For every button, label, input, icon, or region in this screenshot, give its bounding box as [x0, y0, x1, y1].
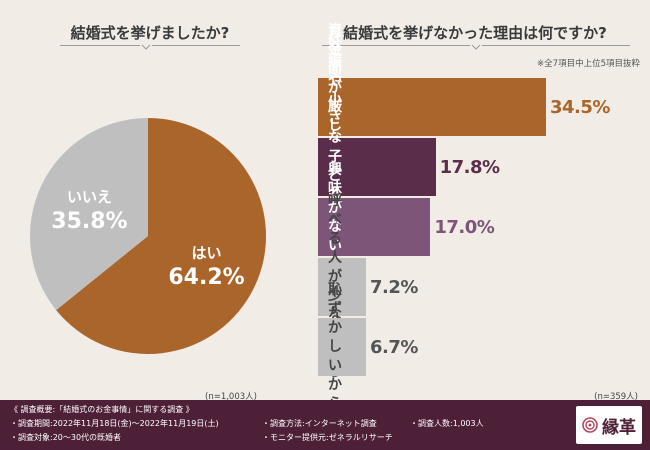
bar-value-label: 34.5% [550, 96, 610, 118]
pie-category-label: はい [192, 244, 222, 262]
pie-category-label: いいえ [67, 188, 112, 206]
pie-slice-1 [30, 118, 149, 311]
logo-text: 縁革 [602, 417, 636, 438]
pie-value-label: 35.8% [51, 209, 127, 234]
survey-provider: ・モニター提供元:ゼネラルリサーチ [262, 433, 393, 442]
right-panel: 結婚式を挙げなかった理由は何ですか? ※全7項目中上位5項目抜粋 (n=359人… [300, 0, 650, 402]
bar-value-label: 17.0% [434, 216, 495, 238]
bar-value-label: 7.2% [370, 276, 418, 298]
spiral-logo-icon [582, 417, 598, 433]
bar-value-label: 6.7% [370, 336, 418, 358]
pie-title: 結婚式を挙げましたか? [70, 24, 230, 42]
survey-method: ・調査方法:インターネット調査 [262, 419, 377, 428]
bar [318, 318, 366, 376]
bar [318, 198, 431, 256]
survey-period: ・調査期間:2022年11月18日(金)〜2022年11月19日(土) [10, 419, 219, 428]
title-rule-right [152, 45, 240, 46]
survey-target: ・調査対象:20〜30代の既婚者 [10, 433, 122, 442]
caret-down-icon [141, 44, 151, 50]
survey-title: 《 調査概要:「結婚式のお金事情」に関する調査 》 [10, 405, 194, 414]
bar [318, 258, 366, 316]
survey-footer: 《 調査概要:「結婚式のお金事情」に関する調査 》 ・調査期間:2022年11月… [0, 400, 650, 450]
left-panel: 結婚式を挙げましたか? はい 64.2% いいえ 35.8% (n=1,003人) [0, 0, 300, 402]
pie-slice-0 [56, 118, 266, 355]
bar-chart: 資金面が厳しいから34.5%妊娠や 小さな子どもがいるから17.8%興味がないか… [318, 0, 650, 412]
bar-value-label: 17.8% [439, 156, 500, 178]
title-rule-right [482, 45, 630, 46]
bar [318, 78, 546, 136]
bar-category-label: 恥ずかしいから [328, 282, 342, 412]
pie-value-label: 64.2% [168, 265, 244, 290]
bar-title: 結婚式を挙げなかった理由は何ですか? [343, 24, 607, 42]
caret-down-icon [471, 44, 481, 50]
bar-n-label: (n=359人) [594, 392, 638, 402]
brand-logo: 縁革 [576, 406, 642, 444]
title-rule-left [60, 45, 140, 46]
survey-count: ・調査人数:1,003人 [410, 419, 484, 428]
pie-chart: はい 64.2% いいえ 35.8% [30, 118, 266, 355]
bar [318, 138, 436, 196]
title-rule-left [322, 45, 470, 46]
pie-n-label: (n=1,003人) [205, 392, 257, 402]
note-top5: ※全7項目中上位5項目抜粋 [537, 59, 640, 69]
